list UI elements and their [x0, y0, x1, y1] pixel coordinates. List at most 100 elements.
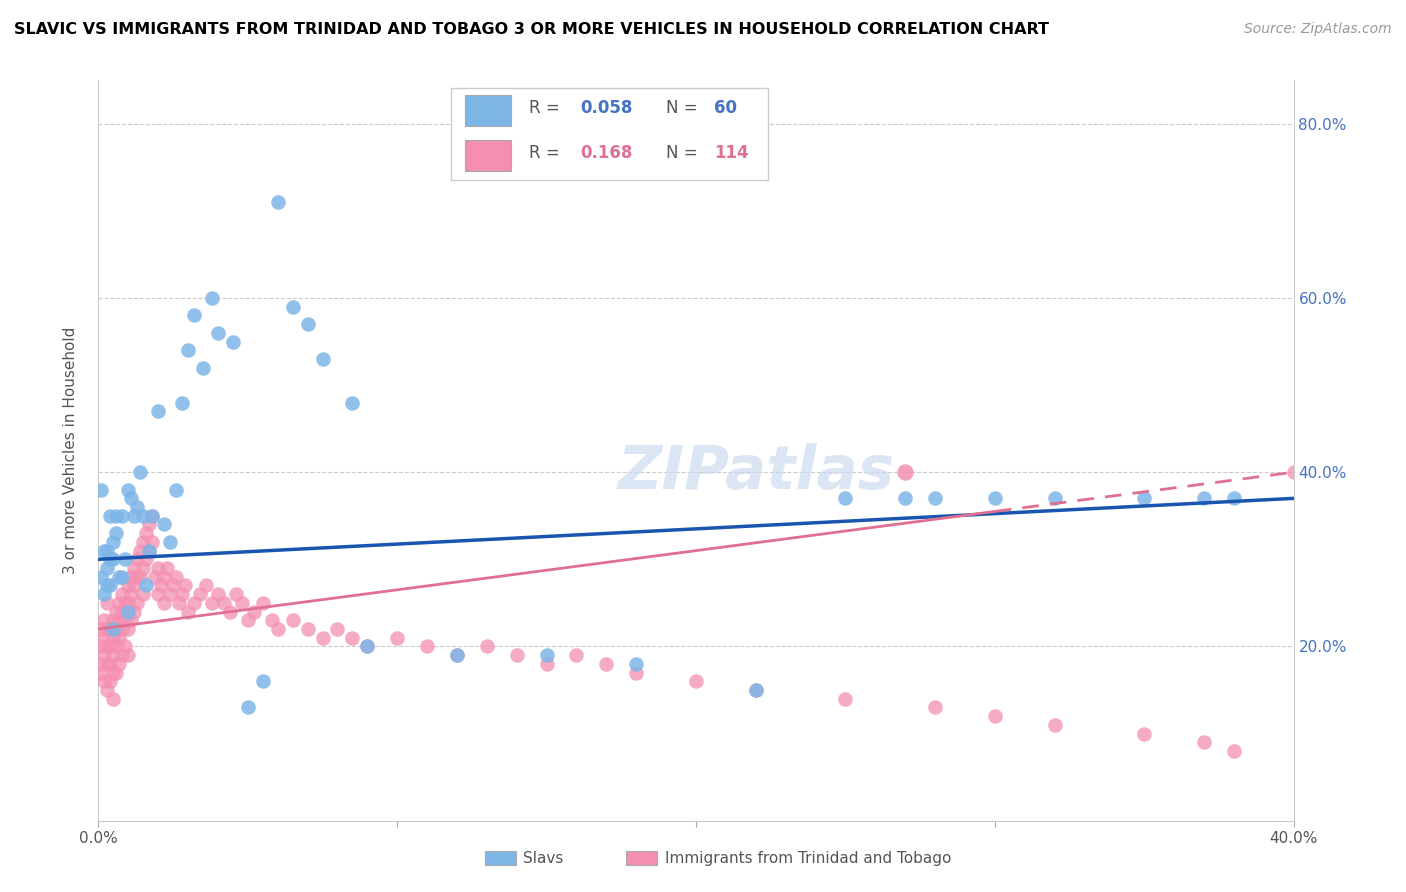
Point — [127, 570, 149, 584]
Text: N =: N = — [666, 99, 703, 117]
Point — [135, 578, 157, 592]
Point — [260, 613, 283, 627]
Point — [506, 648, 529, 662]
Point — [93, 674, 115, 689]
Point — [326, 622, 349, 636]
FancyBboxPatch shape — [451, 87, 768, 180]
Point — [132, 561, 155, 575]
Point — [311, 631, 333, 645]
Point — [89, 657, 111, 671]
Point — [281, 300, 304, 314]
Point — [108, 613, 131, 627]
Point — [183, 309, 205, 323]
Point — [90, 570, 112, 584]
Point — [93, 543, 115, 558]
Text: R =: R = — [529, 99, 565, 117]
Point — [475, 640, 498, 654]
Point — [416, 640, 439, 654]
Point — [1043, 718, 1066, 732]
Point — [536, 648, 558, 662]
Point — [148, 404, 170, 418]
Point — [117, 596, 139, 610]
Point — [129, 543, 152, 558]
Point — [98, 640, 122, 654]
Point — [356, 640, 378, 654]
Point — [90, 665, 112, 680]
Point — [165, 570, 187, 584]
Point — [159, 535, 181, 549]
Point — [98, 622, 122, 636]
Point — [93, 631, 115, 645]
Point — [103, 691, 125, 706]
Point — [311, 351, 333, 366]
Point — [105, 665, 128, 680]
Point — [108, 570, 131, 584]
Point — [96, 561, 118, 575]
Point — [135, 526, 157, 541]
Point — [120, 491, 142, 506]
Point — [111, 622, 134, 636]
Text: R =: R = — [529, 144, 565, 161]
Point — [446, 648, 468, 662]
Point — [231, 596, 253, 610]
Point — [177, 605, 200, 619]
Point — [138, 543, 160, 558]
Point — [138, 543, 160, 558]
Point — [148, 587, 170, 601]
Point — [117, 483, 139, 497]
Point — [894, 491, 917, 506]
Point — [252, 596, 274, 610]
Point — [626, 657, 648, 671]
Point — [103, 648, 125, 662]
Point — [103, 622, 125, 636]
Point — [159, 587, 181, 601]
Point — [135, 552, 157, 566]
Point — [195, 578, 218, 592]
Text: 0.168: 0.168 — [581, 144, 633, 161]
Point — [212, 596, 235, 610]
Point — [132, 587, 155, 601]
Point — [129, 465, 152, 479]
Point — [167, 596, 190, 610]
Point — [111, 508, 134, 523]
Point — [127, 596, 149, 610]
Text: 114: 114 — [714, 144, 748, 161]
Point — [183, 596, 205, 610]
Point — [924, 491, 946, 506]
Point — [103, 665, 125, 680]
Point — [207, 587, 229, 601]
Point — [98, 657, 122, 671]
Point — [141, 508, 163, 523]
Text: ZIPatlas: ZIPatlas — [617, 443, 894, 502]
Point — [103, 631, 125, 645]
Point — [93, 587, 115, 601]
Point — [225, 587, 247, 601]
Point — [1223, 491, 1246, 506]
Point — [188, 587, 211, 601]
Point — [356, 640, 378, 654]
Point — [132, 508, 155, 523]
Point — [96, 683, 118, 698]
Point — [90, 640, 112, 654]
Point — [156, 561, 179, 575]
Point — [114, 596, 136, 610]
Point — [252, 674, 274, 689]
Point — [93, 613, 115, 627]
Point — [96, 640, 118, 654]
Point — [385, 631, 409, 645]
Text: Immigrants from Trinidad and Tobago: Immigrants from Trinidad and Tobago — [665, 851, 952, 865]
Point — [153, 596, 176, 610]
Point — [201, 596, 224, 610]
Point — [201, 291, 224, 305]
Point — [595, 657, 617, 671]
Point — [153, 517, 176, 532]
Point — [207, 326, 229, 340]
Point — [1192, 491, 1215, 506]
Point — [536, 657, 558, 671]
Point — [342, 395, 364, 409]
Point — [1133, 726, 1156, 740]
Point — [111, 605, 134, 619]
Point — [745, 683, 768, 698]
Point — [219, 605, 242, 619]
Point — [120, 587, 142, 601]
